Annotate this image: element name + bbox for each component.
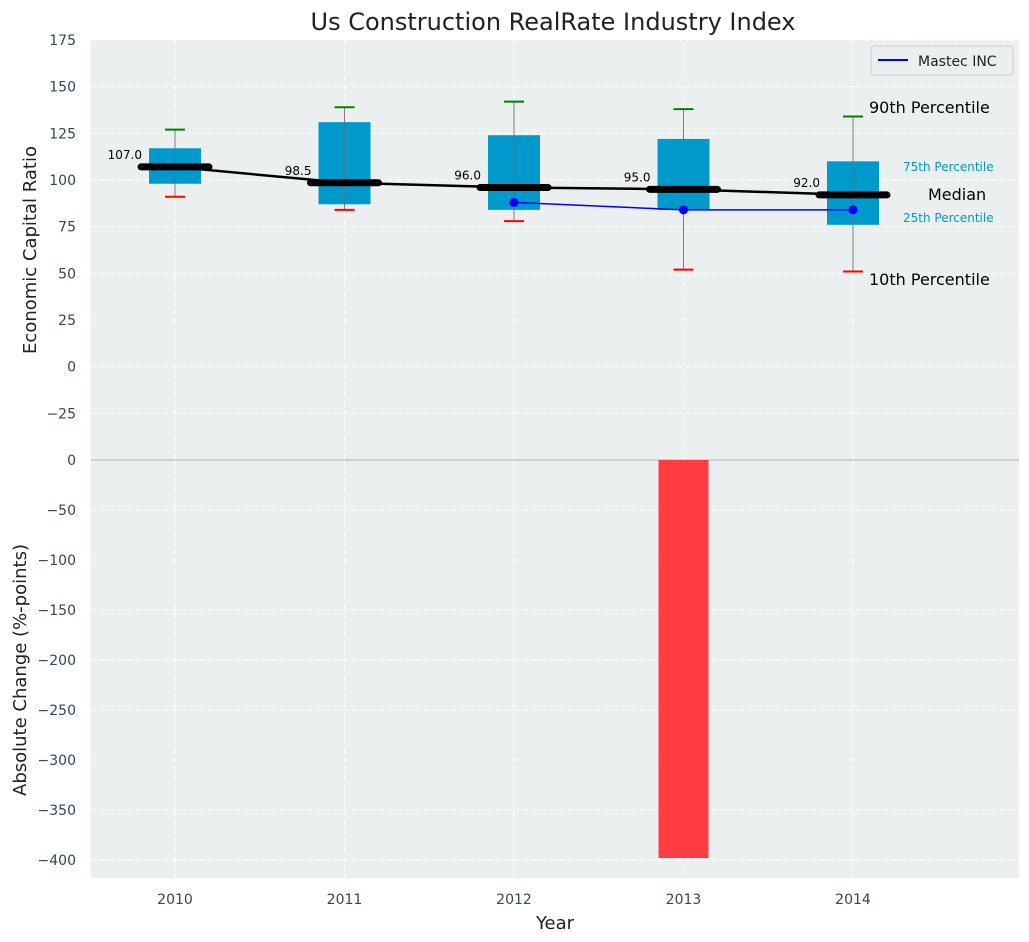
annotation-p25: 25th Percentile [903,211,994,225]
x-tick-label: 2014 [835,892,871,908]
change-bars [658,460,709,858]
x-tick-label: 2011 [327,892,363,908]
top-y-axis-title: Economic Capital Ratio [20,146,41,354]
median-labels: 107.0 98.5 96.0 95.0 92.0 [108,148,820,190]
bottom-y-tick-label: −100 [38,553,76,569]
top-y-tick-label: −25 [46,406,76,422]
legend-box [870,45,1014,76]
top-y-tick-label: 0 [67,360,76,376]
bottom-grid [91,460,1019,878]
bottom-y-tick-label: −400 [38,853,76,869]
top-y-tick-label: 25 [58,313,76,329]
bottom-y-tick-label: −150 [38,603,76,619]
series-point-mastec-inc [679,205,688,215]
bottom-y-tick-label: −200 [38,653,76,669]
x-tick-label: 2013 [666,892,702,908]
bottom-y-ticks: 0 −50 −100 −150 −200 −250 −300 −350 −400 [38,453,76,869]
series-point-mastec-inc [509,197,519,207]
bottom-y-axis-title: Absolute Change (%-points) [10,544,31,796]
bottom-panel: 0 −50 −100 −150 −200 −250 −300 −350 −400 Absolut… [10,453,1019,878]
median-trend-line [174,165,854,197]
top-y-tick-label: 50 [58,266,76,282]
median-label: 92.0 [793,176,820,190]
x-tick-label: 2010 [157,892,193,908]
top-y-ticks: −25 0 25 50 75 100 125 150 175 [46,33,76,422]
median-line [174,165,854,197]
top-y-tick-label: 75 [58,220,76,236]
x-tick-label: 2012 [496,892,532,908]
series-lines [509,197,858,215]
annotation-median: Median [928,185,986,204]
legend-label-mastec-inc: Mastec INC [918,54,997,70]
change-bar-2013 [658,460,709,858]
legend: Mastec INC [870,45,1014,76]
box-2011 [307,106,382,211]
top-y-tick-label: 100 [49,173,76,189]
median-label: 98.5 [285,164,312,178]
median-label: 96.0 [454,168,481,182]
box-plots [137,100,891,273]
top-panel-background [91,40,1019,460]
bottom-y-tick-label: −350 [38,803,76,819]
percentile-annotations: 90th Percentile 75th Percentile Median 2… [869,98,994,289]
annotation-p75: 75th Percentile [903,160,994,174]
annotation-p10: 10th Percentile [869,270,990,289]
series-point-mastec-inc [848,205,858,215]
x-axis-title: Year [535,913,575,934]
annotation-p90: 90th Percentile [869,98,990,117]
bottom-y-tick-label: −300 [38,753,76,769]
x-ticks: 2010 2011 2012 2013 2014 [157,892,871,908]
top-panel: −25 0 25 50 75 100 125 150 175 107.0 98.5 96.0 95.0… [20,33,1019,460]
bottom-y-tick-label: −250 [38,703,76,719]
bottom-y-tick-label: −50 [46,503,76,519]
chart-title: Us Construction RealRate Industry Index [311,8,796,36]
bottom-panel-background [91,460,1019,878]
median-label: 107.0 [108,148,142,162]
top-y-tick-label: 125 [49,126,76,142]
top-y-tick-label: 150 [49,80,76,96]
median-label: 95.0 [624,170,651,184]
top-y-tick-label: 175 [49,33,76,49]
bottom-y-tick-label: 0 [67,453,76,469]
